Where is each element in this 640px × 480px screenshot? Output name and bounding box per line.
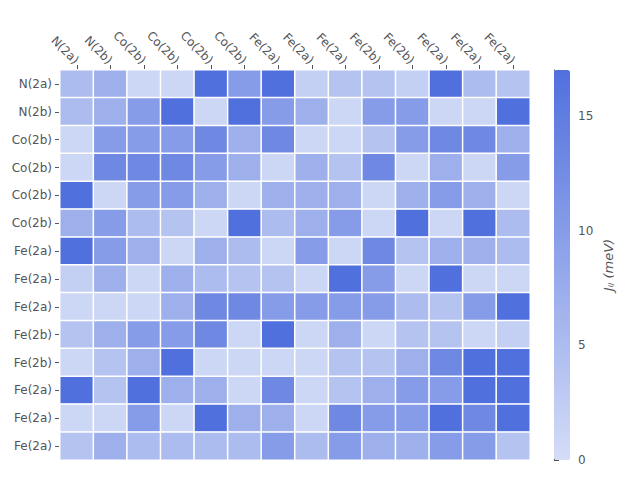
- svg-text:Fe(2a): Fe(2a): [448, 30, 485, 67]
- svg-text:Fe(2a): Fe(2a): [481, 30, 518, 67]
- svg-text:Co(2b): Co(2b): [12, 133, 52, 147]
- svg-text:Co(2b): Co(2b): [12, 188, 52, 202]
- svg-text:Co(2b): Co(2b): [178, 29, 216, 67]
- svg-text:Fe(2a): Fe(2a): [14, 411, 52, 425]
- svg-text:Fe(2a): Fe(2a): [314, 30, 351, 67]
- svg-text:Fe(2b): Fe(2b): [347, 30, 384, 67]
- svg-text:Fe(2a): Fe(2a): [14, 244, 52, 258]
- svg-text:Fe(2b): Fe(2b): [14, 328, 52, 342]
- svg-text:Fe(2a): Fe(2a): [14, 300, 52, 314]
- svg-text:Co(2b): Co(2b): [110, 29, 148, 67]
- svg-text:5: 5: [578, 338, 586, 352]
- svg-text:Co(2b): Co(2b): [144, 29, 182, 67]
- svg-text:Co(2b): Co(2b): [12, 161, 52, 175]
- svg-text:10: 10: [578, 224, 593, 238]
- svg-text:Fe(2a): Fe(2a): [414, 30, 451, 67]
- svg-text:Fe(2a): Fe(2a): [14, 439, 52, 453]
- svg-text:Fe(2b): Fe(2b): [381, 30, 418, 67]
- svg-text:N(2b): N(2b): [82, 33, 116, 67]
- svg-text:N(2a): N(2a): [19, 77, 52, 91]
- svg-text:0: 0: [578, 453, 586, 467]
- svg-text:Fe(2a): Fe(2a): [246, 30, 283, 67]
- svg-text:Jᵢⱼ (meV): Jᵢⱼ (meV): [601, 239, 616, 294]
- svg-text:15: 15: [578, 109, 593, 123]
- svg-text:N(2b): N(2b): [18, 105, 52, 119]
- svg-text:Fe(2a): Fe(2a): [280, 30, 317, 67]
- svg-text:Fe(2b): Fe(2b): [14, 356, 52, 370]
- svg-text:Co(2b): Co(2b): [12, 216, 52, 230]
- svg-text:Co(2b): Co(2b): [211, 29, 249, 67]
- svg-text:N(2a): N(2a): [48, 34, 81, 67]
- svg-text:Fe(2a): Fe(2a): [14, 272, 52, 286]
- svg-text:Fe(2a): Fe(2a): [14, 383, 52, 397]
